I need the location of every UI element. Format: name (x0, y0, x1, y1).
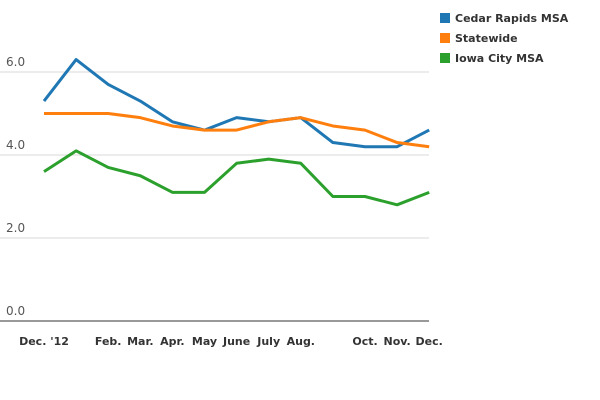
x-tick-label: May (192, 335, 217, 348)
x-tick-label: Dec. (416, 335, 443, 348)
legend-label: Iowa City MSA (455, 52, 544, 65)
x-tick-label: Aug. (287, 335, 315, 348)
x-tick-label: Nov. (383, 335, 410, 348)
legend-swatch (440, 53, 450, 63)
x-tick-label: Dec. '12 (19, 335, 69, 348)
y-tick-label: 2.0 (6, 221, 25, 235)
x-tick-label: June (222, 335, 250, 348)
y-tick-label: 0.0 (6, 304, 25, 318)
legend-swatch (440, 13, 450, 23)
series-line-iowa-city-msa (43, 149, 430, 207)
x-tick-label: Apr. (160, 335, 184, 348)
y-tick-label: 4.0 (6, 138, 25, 152)
legend-label: Cedar Rapids MSA (455, 12, 569, 25)
x-tick-label: Oct. (352, 335, 377, 348)
legend-swatch (440, 33, 450, 43)
y-tick-label: 6.0 (6, 55, 25, 69)
legend-label: Statewide (455, 32, 518, 45)
x-tick-label: Mar. (127, 335, 153, 348)
x-tick-label: Feb. (95, 335, 122, 348)
x-tick-label: July (256, 335, 280, 348)
